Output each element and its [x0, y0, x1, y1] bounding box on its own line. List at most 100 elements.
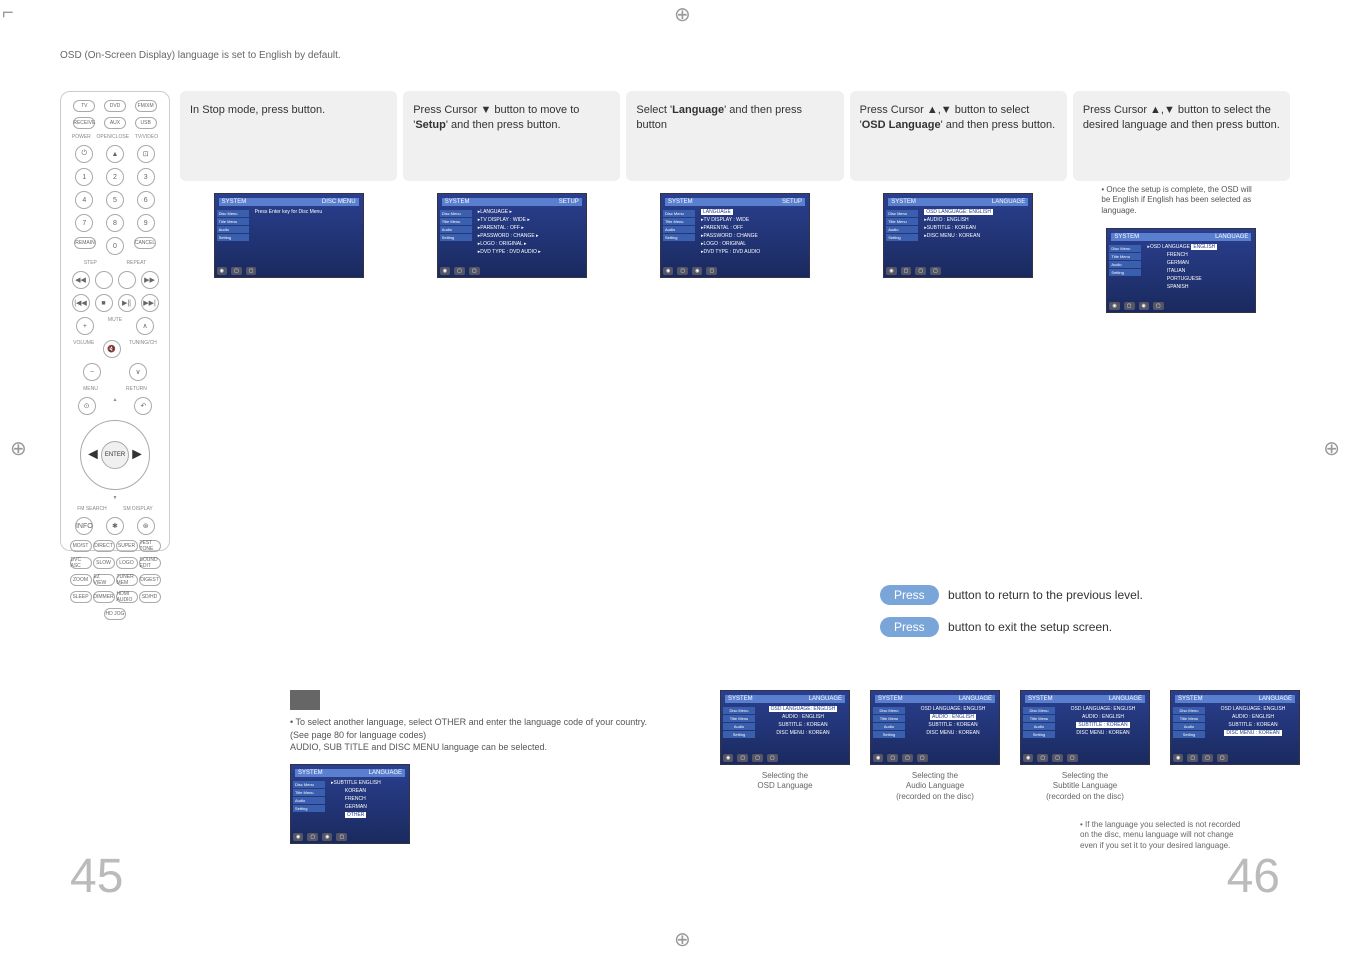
- remote-num: 2: [106, 168, 124, 186]
- remote-btn: [118, 271, 136, 289]
- remote-btn: DIRECT: [93, 540, 115, 552]
- osd-side-item: Title Menu: [873, 715, 905, 722]
- step-text: button.: [527, 119, 561, 131]
- remote-power-icon: ⏻: [75, 145, 93, 163]
- remote-label: POWER: [72, 134, 91, 140]
- remote-num: 3: [137, 168, 155, 186]
- remote-btn: DIGEST: [139, 574, 161, 586]
- remote-label: SM DISPLAY: [123, 506, 153, 512]
- remote-btn: DIMMER: [93, 591, 115, 603]
- osd-side-item: Title Menu: [293, 789, 325, 796]
- osd-preview: SYSTEMLANGUAGE Disc MenuTitle MenuAudioS…: [870, 690, 1000, 765]
- osd-side-item: Disc Menu: [1109, 245, 1141, 252]
- remote-btn: USB: [135, 117, 157, 129]
- remote-mute-icon: 🔇: [103, 340, 121, 358]
- page-number-left: 45: [70, 849, 123, 904]
- remote-label: STEP: [84, 260, 97, 266]
- osd-label: SYSTEM: [1114, 234, 1139, 240]
- dpad-down-icon: ▼: [113, 495, 118, 501]
- osd-side-item: Disc Menu: [217, 210, 249, 217]
- remote-btn: TUNER MEM: [116, 574, 138, 586]
- osd-content: OSD LANGUAGE: ENGLISH▸AUDIO : ENGLISH▸SU…: [924, 208, 1028, 240]
- osd-foot-icon: ▢: [902, 754, 913, 762]
- exit-text: button to exit the setup screen.: [948, 620, 1112, 634]
- osd-side-item: Setting: [217, 234, 249, 241]
- step-text: In Stop mode, press: [190, 104, 288, 116]
- osd-label: SETUP: [782, 199, 802, 205]
- osd-side-item: Audio: [217, 226, 249, 233]
- remote-btn: ✱: [106, 517, 124, 535]
- remote-btn: [95, 271, 113, 289]
- remote-btn: TV: [73, 100, 95, 112]
- dpad-up-icon: ▲: [113, 397, 118, 415]
- osd-label: DISC MENU: [322, 199, 356, 205]
- osd-side-item: Disc Menu: [293, 781, 325, 788]
- osd-foot-icon: ▢: [454, 267, 465, 275]
- osd-foot-icon: ▢: [1037, 754, 1048, 762]
- remote-btn: ZOOM: [70, 574, 92, 586]
- osd-side-item: Audio: [440, 226, 472, 233]
- remote-btn: EZ VIEW: [93, 574, 115, 586]
- osd-foot-icon: ▢: [1067, 754, 1078, 762]
- remote-btn: LOGO: [116, 557, 138, 569]
- remote-btn: ◀◀: [72, 271, 90, 289]
- step-5: Press Cursor ▲,▼ button to select the de…: [1073, 91, 1290, 313]
- osd-side-item: Title Menu: [723, 715, 755, 722]
- osd-preview: SYSTEMDISC MENU Disc MenuTitle MenuAudio…: [214, 193, 364, 278]
- note-box-icon: [290, 690, 320, 710]
- crop-mark: ⊕: [10, 436, 27, 461]
- osd-foot-icon: ▢: [887, 754, 898, 762]
- mini-col: SYSTEMLANGUAGE Disc MenuTitle MenuAudioS…: [1170, 690, 1300, 802]
- osd-side-item: Disc Menu: [723, 707, 755, 714]
- remote-ch-dn: ∨: [129, 363, 147, 381]
- osd-label: SETUP: [559, 199, 579, 205]
- osd-foot-icon: ▢: [1217, 754, 1228, 762]
- osd-side-item: Setting: [293, 805, 325, 812]
- remote-return-btn: ↶: [134, 397, 152, 415]
- osd-side-item: Audio: [1109, 261, 1141, 268]
- osd-side-item: Title Menu: [886, 218, 918, 225]
- osd-preview: SYSTEMLANGUAGE Disc MenuTitle MenuAudioS…: [1020, 690, 1150, 765]
- osd-foot-icon: ◉: [440, 267, 450, 275]
- remote-btn: DVC ASC: [70, 557, 92, 569]
- default-note: OSD (On-Screen Display) language is set …: [60, 50, 1290, 61]
- osd-foot-icon: ▢: [336, 833, 347, 841]
- osd-foot-icon: ◉: [663, 267, 673, 275]
- step-text: Select ': [636, 104, 672, 116]
- remote-label: RETURN: [126, 386, 147, 392]
- remote-label: TV/VIDEO: [135, 134, 158, 140]
- osd-label: LANGUAGE: [1259, 696, 1292, 702]
- osd-side-item: Disc Menu: [1023, 707, 1055, 714]
- osd-label: LANGUAGE: [959, 696, 992, 702]
- osd-content: LANGUAGE▸TV DISPLAY : WIDE▸PARENTAL : OF…: [701, 208, 805, 256]
- remote-btn: ▶▶|: [141, 294, 159, 312]
- osd-foot-icon: ◉: [1023, 754, 1033, 762]
- remote-num: 0: [106, 237, 124, 255]
- osd-foot-icon: ▢: [246, 267, 257, 275]
- osd-preview: SYSTEMLANGUAGE Disc MenuTitle MenuAudioS…: [883, 193, 1033, 278]
- osd-content: OSD LANGUAGE: ENGLISHAUDIO : ENGLISHSUBT…: [1211, 705, 1295, 737]
- osd-foot-icon: ▢: [469, 267, 480, 275]
- steps-row: In Stop mode, press button. SYSTEMDISC M…: [180, 91, 1290, 313]
- note-line: • To select another language, select OTH…: [290, 716, 710, 729]
- osd-side-item: Setting: [1109, 269, 1141, 276]
- remote-num: 7: [75, 214, 93, 232]
- osd-preview: SYSTEMSETUP Disc MenuTitle MenuAudioSett…: [437, 193, 587, 278]
- osd-foot-icon: ◉: [1139, 302, 1149, 310]
- remote-btn: HDMI AUDIO: [116, 591, 138, 603]
- remote-btn: SLEEP: [70, 591, 92, 603]
- note-line: AUDIO, SUB TITLE and DISC MENU language …: [290, 741, 710, 754]
- osd-side-item: Title Menu: [217, 218, 249, 225]
- osd-side-item: Disc Menu: [1173, 707, 1205, 714]
- remote-btn: AUX: [104, 117, 126, 129]
- dpad-right-icon: ►: [129, 446, 145, 464]
- crop-mark: ⌐: [2, 2, 14, 25]
- remote-btn: MO/ST: [70, 540, 92, 552]
- osd-foot-icon: ▢: [901, 267, 912, 275]
- osd-side-item: Title Menu: [1109, 253, 1141, 260]
- remote-num: 6: [137, 191, 155, 209]
- mini-col: SYSTEMLANGUAGE Disc MenuTitle MenuAudioS…: [870, 690, 1000, 802]
- osd-foot-icon: ▢: [930, 267, 941, 275]
- remote-btn: ⊡: [137, 145, 155, 163]
- osd-preview: SYSTEMSETUP Disc MenuTitle MenuAudioSett…: [660, 193, 810, 278]
